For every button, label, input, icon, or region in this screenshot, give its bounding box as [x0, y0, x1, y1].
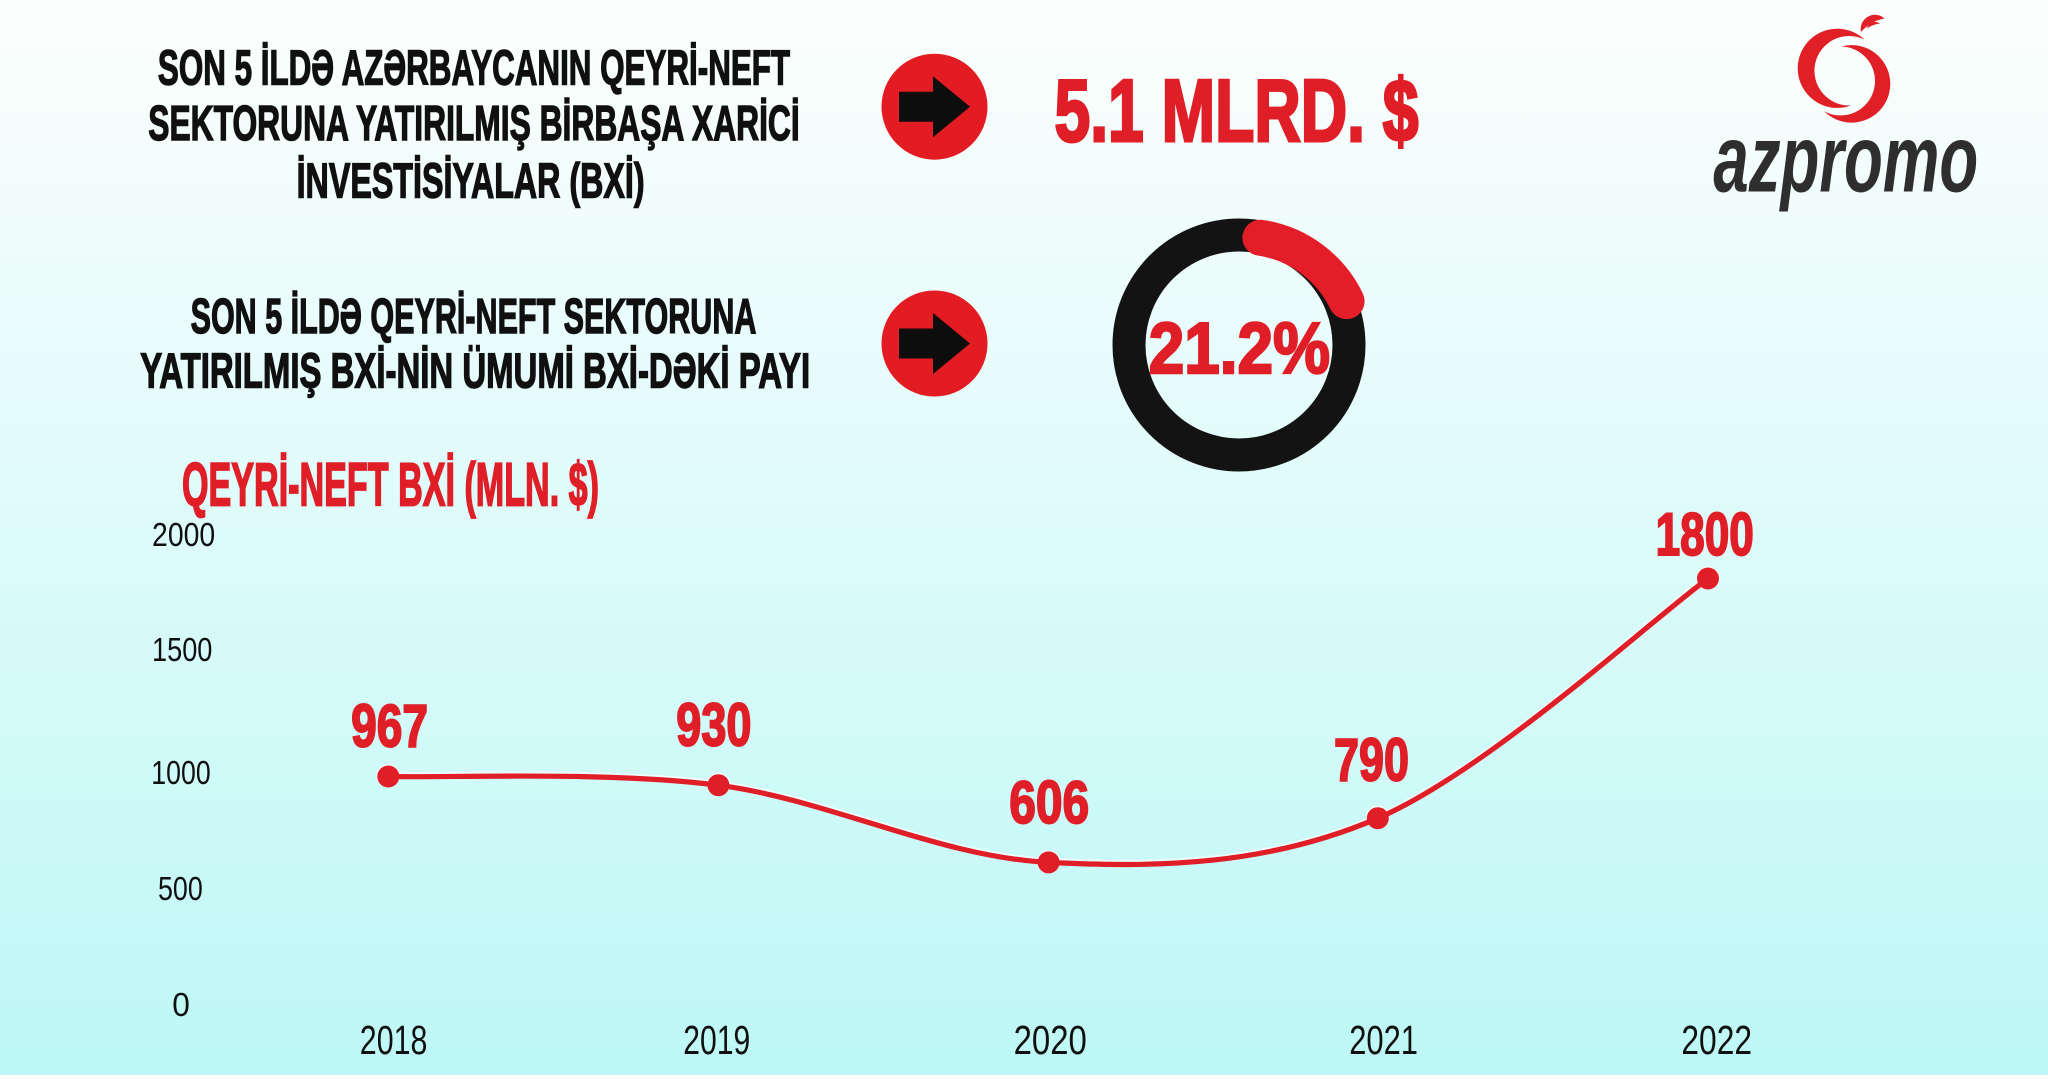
svg-text:YATIRILMIŞ BXİ-NİN ÜMUMİ BXİ-D: YATIRILMIŞ BXİ-NİN ÜMUMİ BXİ-DƏKİ PAYI — [140, 344, 810, 399]
svg-text:2021: 2021 — [1349, 1017, 1418, 1063]
svg-text:5.1 MLRD. $: 5.1 MLRD. $ — [1055, 61, 1419, 160]
svg-text:606: 606 — [1009, 769, 1089, 836]
svg-text:790: 790 — [1334, 727, 1409, 794]
svg-text:500: 500 — [158, 870, 203, 907]
svg-text:967: 967 — [351, 692, 428, 759]
svg-text:2019: 2019 — [683, 1017, 750, 1063]
svg-text:SEKTORUNA YATIRILMIŞ BİRBAŞA X: SEKTORUNA YATIRILMIŞ BİRBAŞA XARİCİ — [148, 96, 799, 151]
svg-text:2022: 2022 — [1681, 1017, 1752, 1063]
svg-text:azpromo: azpromo — [1713, 105, 1978, 212]
svg-text:SON 5 İLDƏ AZƏRBAYCANIN QEYRİ-: SON 5 İLDƏ AZƏRBAYCANIN QEYRİ-NEFT — [158, 41, 790, 96]
svg-text:1000: 1000 — [151, 754, 210, 791]
svg-text:2020: 2020 — [1014, 1017, 1087, 1063]
svg-text:2000: 2000 — [152, 516, 215, 553]
svg-text:930: 930 — [676, 692, 751, 759]
svg-text:2018: 2018 — [360, 1017, 428, 1063]
svg-text:0: 0 — [172, 986, 190, 1023]
svg-text:QEYRİ-NEFT BXİ (MLN. $): QEYRİ-NEFT BXİ (MLN. $) — [182, 451, 599, 519]
svg-text:21.2%: 21.2% — [1149, 309, 1330, 389]
svg-text:1500: 1500 — [152, 631, 212, 668]
svg-text:SON 5 İLDƏ QEYRİ-NEFT SEKTORUN: SON 5 İLDƏ QEYRİ-NEFT SEKTORUNA — [191, 289, 757, 344]
svg-text:1800: 1800 — [1656, 501, 1754, 568]
svg-text:İNVESTİSİYALAR (BXİ): İNVESTİSİYALAR (BXİ) — [297, 154, 645, 209]
